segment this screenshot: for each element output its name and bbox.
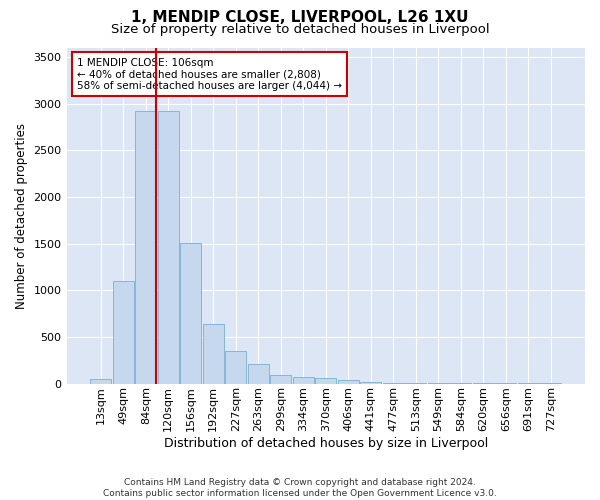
Bar [135,111,157,384]
Bar [90,380,112,384]
Bar [158,111,179,384]
Bar [270,375,292,384]
Bar [315,378,337,384]
Bar [293,376,314,384]
Bar [360,382,382,384]
Text: Size of property relative to detached houses in Liverpool: Size of property relative to detached ho… [110,22,490,36]
Text: Contains HM Land Registry data © Crown copyright and database right 2024.
Contai: Contains HM Land Registry data © Crown c… [103,478,497,498]
Bar [248,364,269,384]
Bar [225,351,247,384]
Bar [113,281,134,384]
Bar [338,380,359,384]
Y-axis label: Number of detached properties: Number of detached properties [15,122,28,308]
X-axis label: Distribution of detached houses by size in Liverpool: Distribution of detached houses by size … [164,437,488,450]
Bar [180,242,202,384]
Text: 1 MENDIP CLOSE: 106sqm
← 40% of detached houses are smaller (2,808)
58% of semi-: 1 MENDIP CLOSE: 106sqm ← 40% of detached… [77,58,342,91]
Bar [203,324,224,384]
Bar [383,382,404,384]
Text: 1, MENDIP CLOSE, LIVERPOOL, L26 1XU: 1, MENDIP CLOSE, LIVERPOOL, L26 1XU [131,10,469,25]
